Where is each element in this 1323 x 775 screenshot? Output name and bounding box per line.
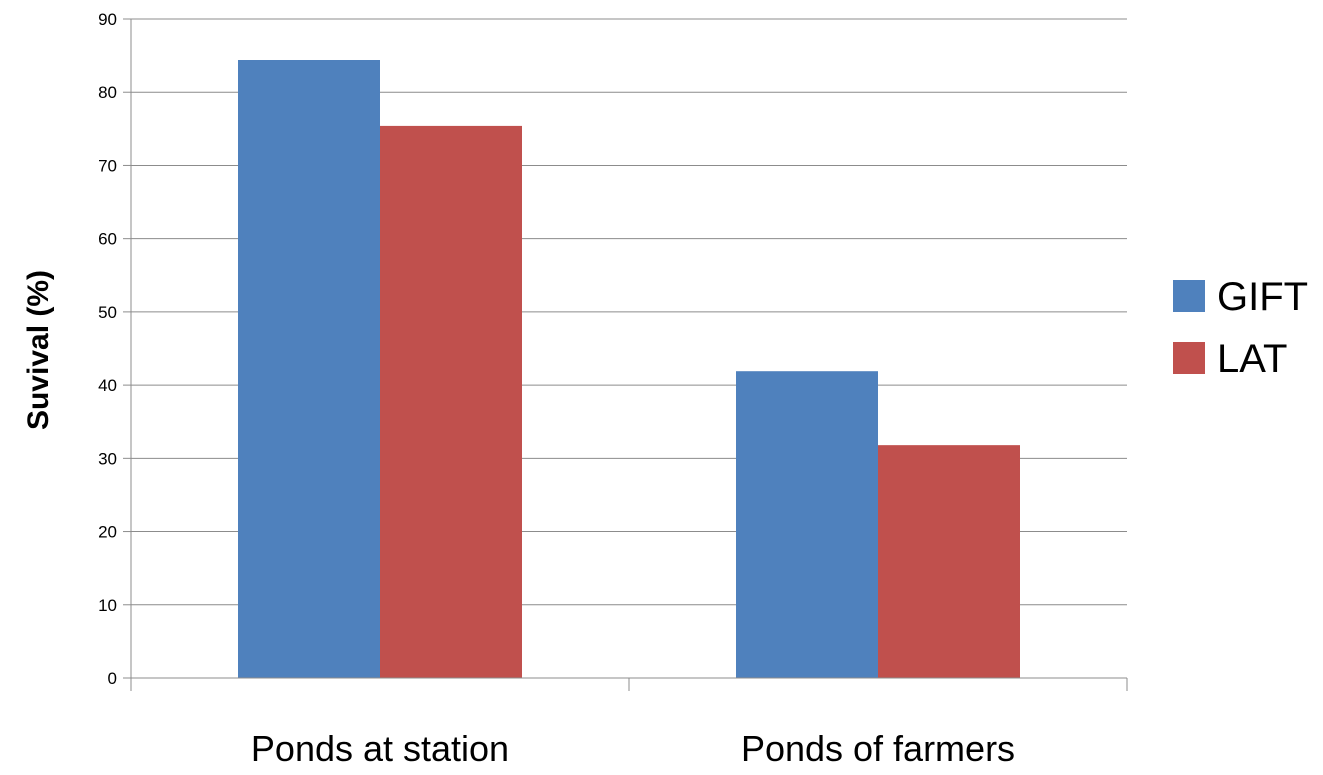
legend-swatch-lat <box>1173 342 1205 374</box>
bar-gift-1 <box>238 60 380 678</box>
bar-gift-2 <box>736 371 878 678</box>
y-tick-label: 30 <box>98 449 117 468</box>
y-tick-label: 80 <box>98 83 117 102</box>
legend-label-gift: GIFT <box>1217 275 1308 319</box>
bar-lat-1 <box>380 126 522 678</box>
x-category-label: Ponds of farmers <box>741 728 1015 769</box>
y-tick-label: 60 <box>98 230 117 249</box>
legend-swatch-gift <box>1173 280 1205 312</box>
x-category-labels: Ponds at station Ponds of farmers <box>251 728 1015 769</box>
y-tick-label: 0 <box>108 669 117 688</box>
y-tick-label: 20 <box>98 523 117 542</box>
y-tick-label: 40 <box>98 376 117 395</box>
y-tick-label: 50 <box>98 303 117 322</box>
bars <box>238 60 1020 678</box>
y-tick-label: 90 <box>98 10 117 29</box>
legend-label-lat: LAT <box>1217 337 1287 381</box>
y-tick-label: 70 <box>98 156 117 175</box>
y-axis-label: Suvival (%) <box>22 270 55 430</box>
y-tick-label: 10 <box>98 596 117 615</box>
legend: GIFT LAT <box>1173 275 1308 381</box>
bar-lat-2 <box>878 445 1020 678</box>
x-category-label: Ponds at station <box>251 728 509 769</box>
y-tick-labels: 0 10 20 30 40 50 60 70 80 90 <box>98 10 117 688</box>
